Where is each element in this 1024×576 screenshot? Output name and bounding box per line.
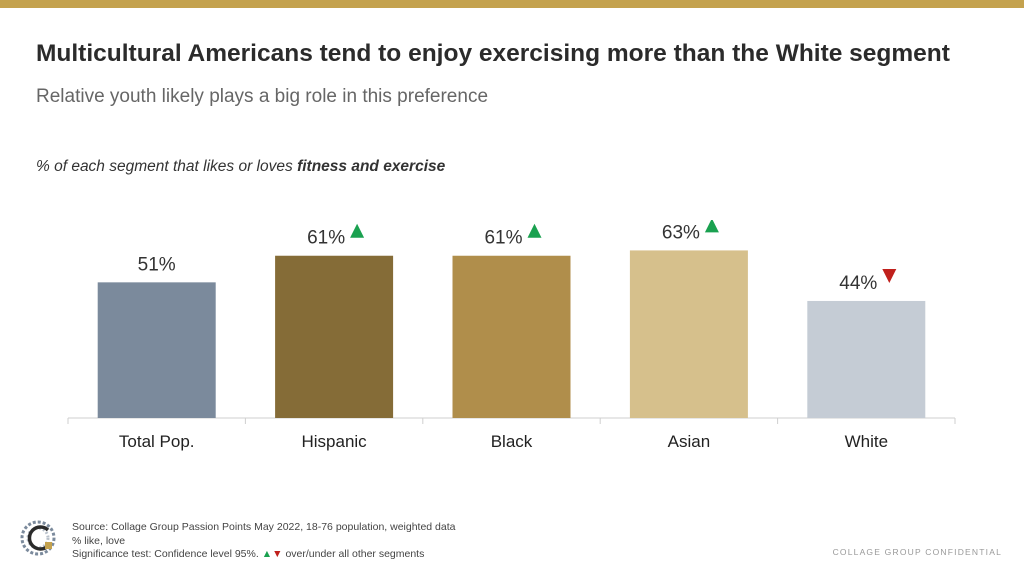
page-title: Multicultural Americans tend to enjoy ex… [36,40,950,67]
data-label-white: 44% [839,273,877,294]
down-triangle-icon: ▼ [272,548,283,560]
category-label-total-pop: Total Pop. [119,432,195,451]
bar-white [807,300,926,418]
collage-group-logo-icon [20,520,56,556]
significance-note: Significance test: Confidence level 95%.… [72,548,456,562]
category-label-asian: Asian [668,432,711,451]
page-subtitle: Relative youth likely plays a big role i… [36,86,489,107]
up-triangle-icon: ▲ [261,548,273,560]
confidential-label: COLLAGE GROUP CONFIDENTIAL [832,547,1002,557]
bar-total-pop [97,282,216,418]
significance-up-icon-black [527,223,542,238]
base-note: % like, love [72,534,126,547]
bar-asian [629,250,748,418]
data-label-hispanic: 61% [307,228,345,249]
category-label-hispanic: Hispanic [301,432,367,451]
source-note: Source: Collage Group Passion Points May… [72,521,456,533]
significance-up-icon-hispanic [350,223,365,238]
chart-caption-text: % of each segment that likes or loves [36,158,298,175]
significance-down-icon-white [882,268,897,283]
chart-caption: % of each segment that likes or loves fi… [36,158,445,176]
footnotes: Source: Collage Group Passion Points May… [72,521,456,562]
bar-hispanic [275,255,394,418]
data-label-total-pop: 51% [138,254,176,275]
category-label-white: White [845,432,888,451]
data-label-asian: 63% [662,222,700,243]
significance-suffix: over/under all other segments [285,548,425,560]
significance-up-icon-asian [704,220,719,233]
bar-chart: 51% Total Pop. 61% Hispanic 61% Black 63% Asian… [67,220,956,451]
category-label-black: Black [491,432,533,451]
significance-text: Significance test: Confidence level 95%. [72,548,259,560]
chart-caption-emphasis: fitness and exercise [297,158,446,175]
bar-black [452,255,571,418]
data-label-black: 61% [484,228,522,249]
top-accent-bar [0,0,1024,8]
